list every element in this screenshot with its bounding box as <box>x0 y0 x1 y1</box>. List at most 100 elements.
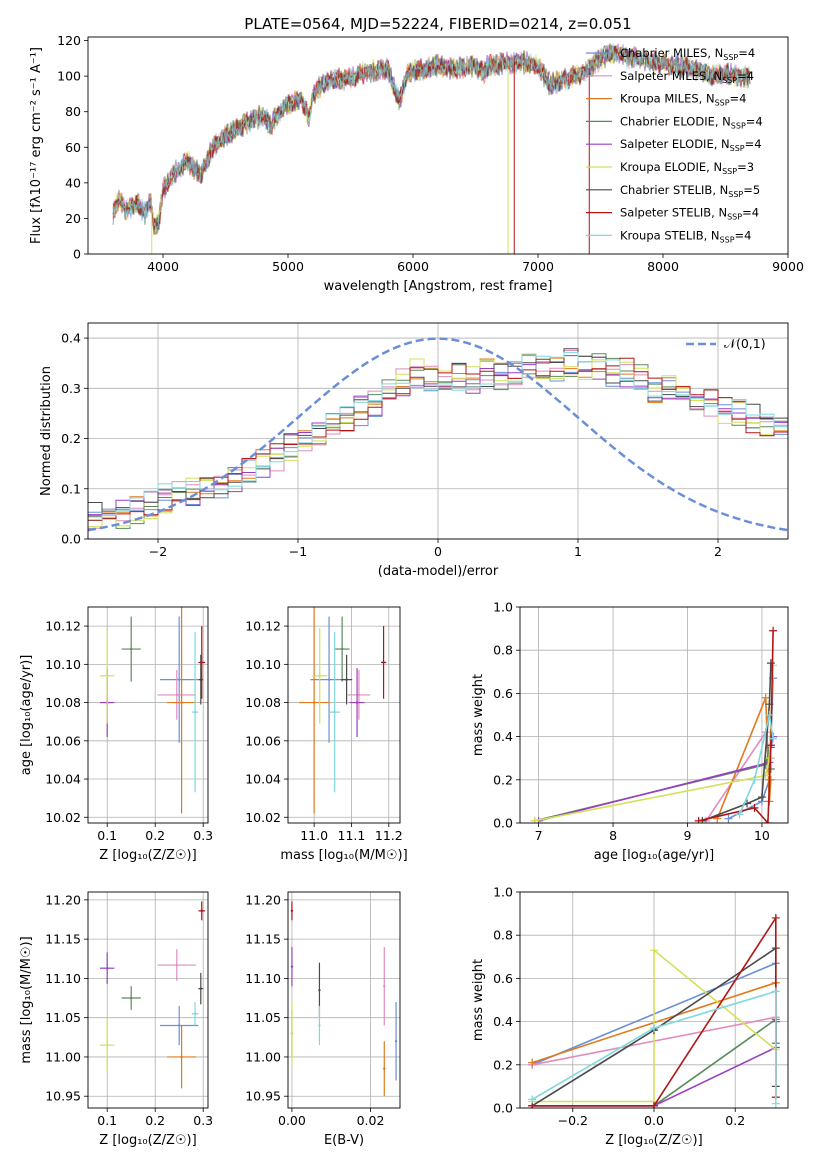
legend-label: Chabrier ELODIE, NSSP=4 <box>620 114 763 130</box>
legend-model-name: Kroupa STELIB <box>620 228 704 242</box>
x-tick-label: 0.02 <box>357 1113 385 1128</box>
y-tick-label: 10.02 <box>245 810 281 825</box>
x-tick-label: 0.3 <box>193 1113 213 1128</box>
series-marker <box>757 793 766 802</box>
y-tick-label: 11.20 <box>245 892 281 907</box>
x-tick-label: 9 <box>684 828 692 843</box>
series-marker <box>766 741 775 750</box>
legend-n-label: , N <box>707 46 723 60</box>
y-tick-label: 11.20 <box>45 892 81 907</box>
y-tick-label: 11.15 <box>45 932 81 947</box>
y-tick-label: 0.6 <box>493 686 513 701</box>
legend-nssp-value: =4 <box>735 228 752 242</box>
x-tick-label: 0.0 <box>644 1113 664 1128</box>
legend-model-name: Chabrier MILES <box>620 46 707 60</box>
series-marker <box>769 734 778 743</box>
y-tick-label: 0.1 <box>61 481 81 496</box>
legend-ssp-subscript: SSP <box>723 53 738 62</box>
data-point <box>383 1067 386 1070</box>
data-point <box>290 1032 294 1035</box>
panel-mass_vs_ebv: 0.00 0.02 10.95 11.00 11.05 11.10 11.15 11.20 E(… <box>245 891 401 1148</box>
y-tick-label: 10.04 <box>45 772 81 787</box>
y-tick-label: 10.06 <box>45 733 81 748</box>
y-axis-label: mass weight <box>471 959 486 1041</box>
legend-nssp-value: =5 <box>743 183 760 197</box>
data-point <box>312 701 316 704</box>
axes-frame <box>87 322 789 540</box>
plot-area <box>112 43 751 254</box>
x-axis-label: E(B-V) <box>324 1133 364 1148</box>
y-tick-label: 10.12 <box>245 619 281 634</box>
data-point <box>345 678 348 681</box>
legend-ssp-subscript: SSP <box>715 99 730 108</box>
data-point <box>199 987 202 990</box>
legend-ssp-subscript: SSP <box>731 121 746 130</box>
x-tick-label: 0 <box>434 544 442 559</box>
legend-nssp-value: =4 <box>746 114 763 128</box>
spectrum-line <box>112 43 751 235</box>
figure-title: PLATE=0564, MJD=52224, FIBERID=0214, z=0… <box>244 15 631 33</box>
x-tick-label: 0.2 <box>145 1113 165 1128</box>
plot-area <box>100 607 206 814</box>
x-tick-label: −2 <box>149 544 167 559</box>
x-tick-label: 0.1 <box>97 828 117 843</box>
x-axis-label: Z [log₁₀(Z/Z☉)] <box>99 1133 196 1148</box>
x-tick-label: 11.1 <box>338 828 366 843</box>
y-tick-label: 10.06 <box>245 733 281 748</box>
y-tick-label: 0.4 <box>61 331 81 346</box>
y-tick-label: 0 <box>73 247 81 262</box>
data-point <box>175 963 178 967</box>
data-point <box>290 965 294 968</box>
y-tick-label: 10.95 <box>245 1089 281 1104</box>
data-point <box>193 1012 197 1015</box>
data-point <box>290 909 294 913</box>
data-point <box>200 661 203 664</box>
legend-label: Chabrier MILES, NSSP=4 <box>620 46 755 62</box>
series-marker <box>650 946 658 955</box>
x-tick-label: 11.2 <box>375 828 403 843</box>
x-tick-label: 5000 <box>272 259 304 274</box>
plot-area <box>290 901 398 1097</box>
legend-n-label: , N <box>699 92 715 106</box>
y-tick-label: 10.10 <box>45 657 81 672</box>
y-tick-label: 10.04 <box>245 772 281 787</box>
x-tick-label: 11.0 <box>300 828 328 843</box>
panel-residual_histogram: −2 −1 0 1 2 0.0 0.1 0.2 0.3 0.4 (data-model)/error… <box>39 322 789 579</box>
series-marker <box>765 711 774 719</box>
axes-frame <box>87 891 209 1109</box>
data-point <box>333 710 336 714</box>
x-axis-label: (data-model)/error <box>378 564 499 579</box>
y-tick-label: 11.00 <box>245 1049 281 1064</box>
legend-nssp-value: =4 <box>737 69 754 83</box>
plot-area <box>528 913 780 1108</box>
series-marker <box>530 816 539 823</box>
x-tick-label: −0.2 <box>558 1113 588 1128</box>
series-marker <box>771 1099 780 1108</box>
legend: 𝒩(0,1) <box>686 336 766 351</box>
data-point <box>327 678 331 681</box>
y-tick-label: 0.8 <box>493 643 513 658</box>
data-point <box>318 1024 321 1027</box>
legend-label: Salpeter MILES, NSSP=4 <box>620 69 754 85</box>
legend-ssp-subscript: SSP <box>720 235 735 244</box>
series-marker <box>528 1058 537 1067</box>
y-axis-label: Flux [fλ10⁻¹⁷ erg cm⁻² s⁻¹ A⁻¹] <box>29 47 44 244</box>
legend-label: Kroupa ELODIE, NSSP=3 <box>620 160 754 176</box>
y-tick-label: 1.0 <box>493 600 513 615</box>
plot-area <box>530 626 778 823</box>
y-tick-label: 1.0 <box>493 885 513 900</box>
legend-ssp-subscript: SSP <box>727 213 742 222</box>
data-point <box>355 701 359 704</box>
data-point <box>178 1024 181 1027</box>
y-tick-label: 0.0 <box>493 1101 513 1116</box>
y-tick-label: 0.2 <box>493 1057 513 1072</box>
plot-area <box>299 607 387 814</box>
y-tick-label: 10.12 <box>45 619 81 634</box>
panel-spectrum: 4000 5000 6000 7000 8000 9000 0 20 40 60 80 100 120 w… <box>29 33 804 294</box>
axes-frame <box>287 606 401 824</box>
series-marker <box>761 693 770 702</box>
series-marker <box>650 1024 658 1033</box>
series-marker <box>766 659 775 668</box>
